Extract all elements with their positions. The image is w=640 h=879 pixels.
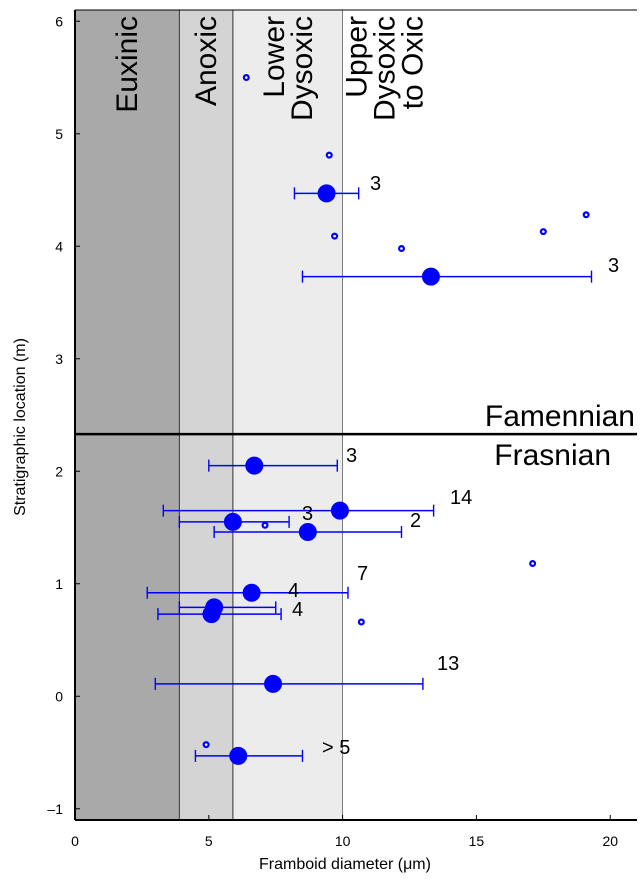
y-tick-label: 0 xyxy=(55,688,63,704)
mean-point xyxy=(264,674,283,693)
mean-point xyxy=(202,605,221,624)
sample-count-label: 3 xyxy=(346,445,357,467)
mean-point xyxy=(317,184,336,203)
x-axis-ticks: 0 5 10 15 20 xyxy=(71,815,618,849)
mean-point xyxy=(421,267,440,286)
zone-label-line: Lower xyxy=(258,16,291,98)
x-axis-label: Framboid diameter (μm) xyxy=(259,856,431,873)
x-tick-label: 15 xyxy=(469,833,485,849)
sample-count-label: 3 xyxy=(370,173,381,195)
x-tick-label: 10 xyxy=(335,833,351,849)
x-tick-label: 0 xyxy=(71,833,79,849)
zone-band xyxy=(342,10,637,820)
mean-point xyxy=(242,583,261,602)
zone-band xyxy=(232,10,343,820)
mean-point xyxy=(298,523,317,541)
single-point-center xyxy=(244,76,248,79)
zone-label-line: Dysoxic xyxy=(369,16,402,121)
y-tick-label: 5 xyxy=(55,126,63,142)
oxygenation-zones xyxy=(75,10,637,820)
zone-label-line: to Oxic xyxy=(397,16,430,109)
zone-label-line: Euxinic xyxy=(111,16,144,113)
mean-point xyxy=(223,512,242,531)
single-point-center xyxy=(263,523,267,527)
y-tick-label: 1 xyxy=(55,576,63,592)
sample-count-label: 4 xyxy=(288,580,299,602)
plot-frame xyxy=(74,9,637,821)
sample-count-label: 13 xyxy=(437,653,459,675)
y-tick-label: 3 xyxy=(55,351,63,367)
single-point-center xyxy=(400,247,403,250)
mean-point xyxy=(245,456,264,475)
single-point-center xyxy=(204,743,208,746)
x-tick-label: 20 xyxy=(602,833,618,849)
zone-label-line: Dysoxic xyxy=(286,16,319,121)
sample-count-label: 3 xyxy=(608,255,619,277)
famennian-label: Famennian xyxy=(485,400,635,433)
zone-label-line: Upper xyxy=(341,16,374,98)
y-axis-label: Stratigraphic location (m) xyxy=(12,338,29,516)
sample-counts: 3 3 3 14 3 2 7 44 13 > 5 xyxy=(288,173,619,759)
single-point-center xyxy=(360,620,363,624)
zone-band xyxy=(179,10,233,820)
sample-count-label: 4 xyxy=(292,599,303,621)
y-tick-label: 2 xyxy=(55,463,63,479)
x-tick-label: 5 xyxy=(205,833,213,849)
single-point-center xyxy=(584,213,588,217)
single-point-center xyxy=(531,562,534,565)
data-points xyxy=(202,74,590,765)
single-point-center xyxy=(542,230,545,233)
y-tick-label: 4 xyxy=(55,238,63,254)
y-axis-ticks: –1 0 1 2 3 4 5 6 xyxy=(47,13,80,817)
error-bars xyxy=(146,187,593,762)
y-tick-label: 6 xyxy=(55,13,63,29)
zone-band xyxy=(75,10,180,820)
sample-count-label: 2 xyxy=(410,510,421,532)
mean-point xyxy=(330,501,349,520)
sample-count-label: > 5 xyxy=(322,737,350,759)
single-point-center xyxy=(333,234,336,238)
y-tick-label: –1 xyxy=(47,801,63,817)
zone-label-line: Anoxic xyxy=(190,16,223,106)
frasnian-label: Frasnian xyxy=(494,439,611,472)
mean-point xyxy=(229,746,248,765)
sample-count-label: 7 xyxy=(357,563,368,585)
sample-count-label: 3 xyxy=(302,503,313,525)
stage-boundary: Famennian Frasnian xyxy=(75,400,637,472)
sample-count-label: 14 xyxy=(450,487,472,509)
single-point-center xyxy=(327,153,331,157)
